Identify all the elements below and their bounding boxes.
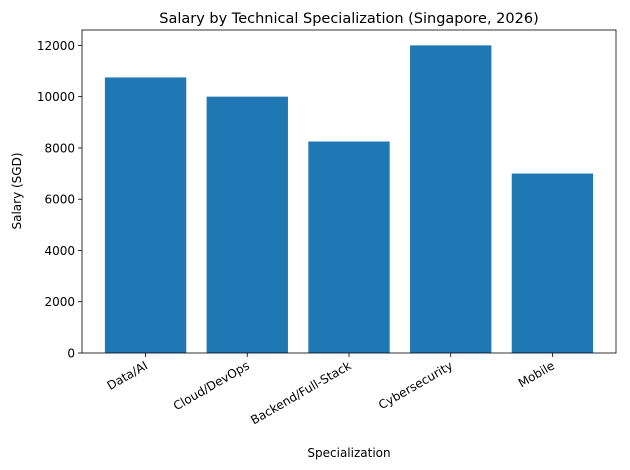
x-tick-label: Cybersecurity: [376, 358, 455, 412]
bar-backend-full-stack: [308, 141, 390, 353]
plot-frame: [81, 29, 617, 354]
bar-cloud-devops: [206, 96, 288, 354]
bar-cybersecurity: [410, 45, 492, 353]
bar-data-ai: [104, 77, 187, 353]
y-tick-label: 0: [67, 347, 75, 361]
chart-title: Salary by Technical Specialization (Sing…: [159, 11, 538, 27]
y-axis-label: Salary (SGD): [10, 152, 24, 229]
y-tick-label: 6000: [44, 193, 75, 207]
y-tick-label: 12000: [37, 39, 75, 53]
x-tick-label: Mobile: [516, 358, 557, 390]
x-tick-label: Cloud/DevOps: [171, 358, 252, 413]
x-axis-label: Specialization: [307, 446, 390, 460]
x-tick-label: Data/AI: [105, 358, 150, 392]
y-tick-label: 4000: [44, 244, 75, 258]
bars: [104, 45, 594, 354]
bar-mobile: [511, 173, 594, 353]
y-tick-label: 8000: [44, 141, 75, 155]
x-tick-label: Backend/Full-Stack: [248, 358, 353, 427]
y-tick-label: 2000: [44, 295, 75, 309]
y-tick-label: 10000: [37, 90, 75, 104]
